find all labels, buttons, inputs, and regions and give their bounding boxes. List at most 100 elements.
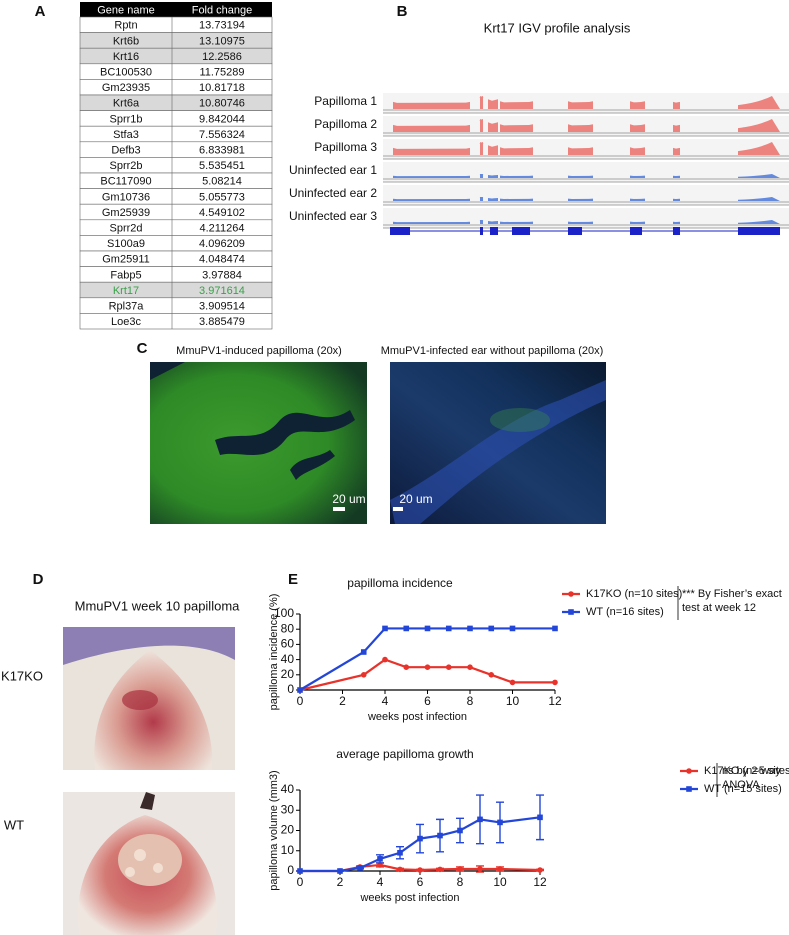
marker [377,856,383,862]
scale-bar-label: 20 um [332,492,365,506]
igv-title: Krt17 IGV profile analysis [484,20,631,35]
annotation: *** By Fisher’s exact [682,588,782,600]
exon [673,227,680,235]
x-tick-label: 12 [548,694,562,708]
exon [480,227,483,235]
marker [357,865,363,871]
marker [509,625,516,632]
coverage [393,142,780,155]
panel-label: B [397,3,408,20]
exon [390,227,410,235]
table-cell: Gm25939 [102,207,150,219]
marker [568,609,574,615]
table-cell: Krt17 [113,285,139,297]
table-cell: 4.211264 [199,223,244,235]
x-tick-label: 6 [417,875,424,889]
y-axis-label: papilloma volume (mm3) [268,770,280,890]
y-tick-label: 20 [281,823,295,837]
table-cell: Rpl37a [109,301,145,313]
marker [337,868,343,874]
annotation: ns by 2-way [722,765,781,777]
microscopy-left [150,362,367,524]
track-label: Uninfected ear 3 [289,209,377,223]
track-label: Uninfected ear 2 [289,186,377,200]
marker [467,664,473,670]
panel-label: D [33,571,44,588]
marker [488,625,495,632]
x-tick-label: 8 [457,875,464,889]
marker [360,649,367,655]
chart-title: papilloma incidence [347,576,453,590]
exon [490,227,498,235]
track-label: Papilloma 3 [314,140,377,154]
table-cell: 3.97884 [202,269,242,281]
y-tick-label: 100 [274,606,294,620]
table-cell: 7.556324 [199,129,245,141]
annotation: test at week 12 [682,602,756,614]
marker [424,664,431,670]
table-cell: 5.08214 [202,176,242,188]
table-cell: Gm23935 [102,82,150,94]
track-bg [383,208,789,228]
panel-label: E [288,571,298,588]
marker [403,625,410,632]
track-label: Papilloma 2 [314,117,377,131]
marker [297,868,303,874]
series-line [299,627,555,691]
legend-label: WT (n=16 sites) [586,606,664,618]
marker [457,866,463,872]
chart-title: average papilloma growth [336,747,473,761]
panel-label: C [137,340,148,357]
marker [382,625,388,632]
table-cell: Defb3 [111,145,140,157]
marker [467,625,473,632]
table-cell: 13.73194 [199,20,245,32]
table-cell: 4.549102 [199,207,245,219]
coverage [393,220,780,224]
table-cell: 6.833981 [199,145,245,157]
marker [382,656,388,663]
marker [424,625,431,632]
coverage [393,96,780,109]
marker [437,832,443,839]
table-cell: Krt6a [113,98,140,110]
legend-label: WT (n=15 sites) [704,783,782,795]
table-cell: Sprr2d [109,223,142,235]
table-cell: Gm25911 [102,254,150,266]
table-header-bg [80,2,272,17]
annotation: ANOVA [722,779,760,791]
exon [738,227,780,235]
caption: MmuPV1-induced papilloma (20x) [176,345,342,357]
photo-label: WT [4,817,24,832]
y-tick-label: 40 [281,652,295,666]
photo-wt [63,792,235,935]
marker [445,664,452,670]
track-label: Papilloma 1 [314,94,377,108]
y-tick-label: 0 [287,682,294,696]
marker [686,786,692,792]
y-tick-label: 40 [281,782,295,796]
marker [537,814,543,821]
caption: MmuPV1-infected ear without papilloma (2… [381,345,604,357]
marker [403,664,410,670]
marker [445,625,452,632]
x-axis-label: weeks post infection [359,892,459,904]
x-tick-label: 6 [424,694,431,708]
exon [512,227,530,235]
table-cell: Sprr2b [109,160,142,172]
exon [630,227,642,235]
x-axis-label: weeks post infection [367,711,467,723]
exon [568,227,582,235]
table-cell: 10.80746 [199,98,245,110]
x-tick-label: 0 [297,875,304,889]
marker [497,819,503,826]
marker [360,672,367,678]
microscopy-right [390,362,606,524]
marker [397,866,403,873]
marker [509,679,516,686]
x-tick-label: 4 [377,875,384,889]
table-cell: BC100530 [100,67,152,79]
coverage [393,174,780,178]
marker [457,827,463,834]
